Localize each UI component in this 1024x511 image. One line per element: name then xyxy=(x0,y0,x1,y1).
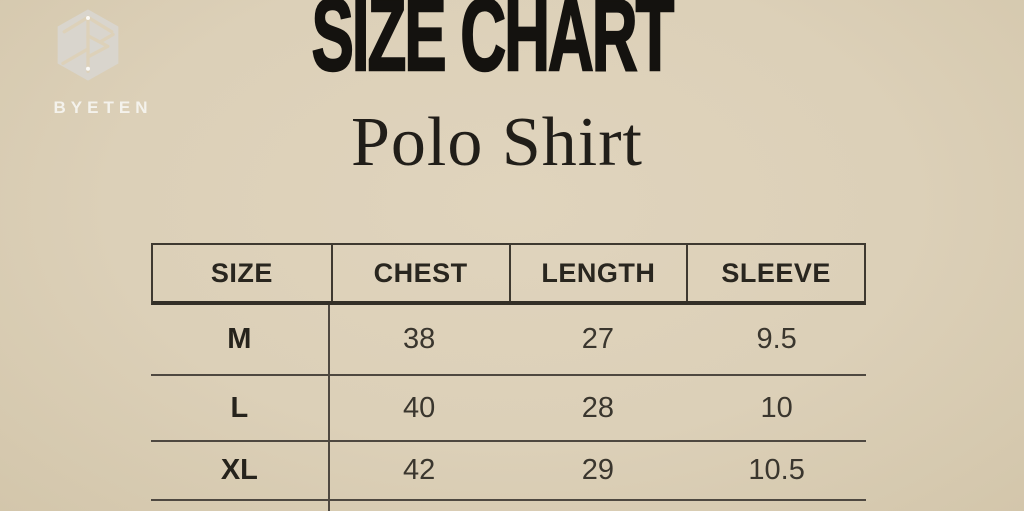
table-row: L 40 28 10 xyxy=(151,376,866,442)
chest-cell xyxy=(330,501,509,511)
page-title: SIZE CHART xyxy=(311,0,675,92)
table-row: XL 42 29 10.5 xyxy=(151,442,866,501)
column-header-size: SIZE xyxy=(210,257,273,288)
size-cell: M xyxy=(151,305,330,374)
chest-cell: 42 xyxy=(402,454,436,486)
length-cell: 27 xyxy=(581,323,614,355)
size-cell: XL xyxy=(151,442,330,499)
length-cell: 28 xyxy=(581,391,614,424)
chest-cell: 38 xyxy=(402,323,436,355)
sleeve-cell xyxy=(687,501,866,511)
size-cell xyxy=(151,501,330,511)
column-header-length: LENGTH xyxy=(508,245,687,301)
chest-cell: 40 xyxy=(402,391,436,424)
length-cell: 29 xyxy=(581,454,614,486)
size-cell: L xyxy=(151,376,330,440)
hexagon-play-icon xyxy=(57,9,119,81)
sleeve-cell: 10 xyxy=(760,391,793,424)
page-subtitle: Polo Shirt xyxy=(350,104,644,181)
length-cell xyxy=(509,501,688,511)
table-row-partial xyxy=(151,501,866,511)
sleeve-cell: 9.5 xyxy=(756,323,797,355)
column-header-sleeve: SLEEVE xyxy=(686,245,864,301)
table-header-row: SIZE CHEST LENGTH SLEEVE xyxy=(151,243,866,305)
size-table: SIZE CHEST LENGTH SLEEVE M 38 27 9.5 L 4… xyxy=(151,243,866,511)
column-header-chest: CHEST xyxy=(330,245,509,301)
sleeve-cell: 10.5 xyxy=(748,454,805,486)
table-row: M 38 27 9.5 xyxy=(151,305,866,376)
brand-name: BYETEN xyxy=(53,98,153,117)
